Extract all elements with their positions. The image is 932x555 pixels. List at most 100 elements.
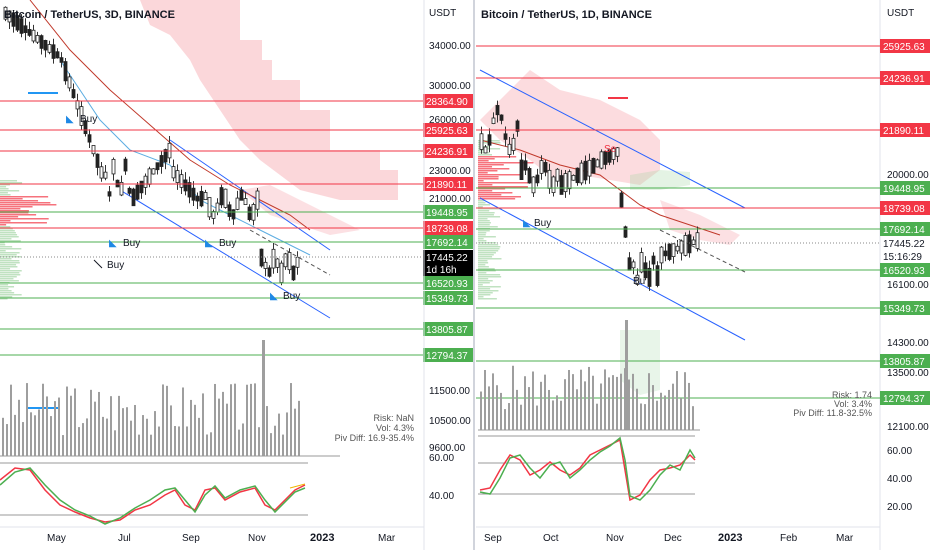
candle (7, 10, 12, 23)
volume-bar (480, 391, 482, 430)
volume-bar (286, 412, 288, 456)
candle (203, 192, 208, 201)
volume-profile-bar (0, 242, 5, 244)
price-badge (880, 39, 930, 53)
candle (515, 120, 520, 132)
candle (175, 170, 180, 183)
buy-label: Buy (107, 260, 124, 271)
candle (159, 155, 164, 167)
volume-profile-bar (478, 244, 499, 246)
volume-bar (58, 397, 60, 456)
candle (679, 240, 684, 254)
volume-profile-bar (478, 238, 484, 240)
volume-profile-bar (478, 234, 486, 236)
price-badge-label: 25925.63 (426, 126, 468, 137)
volume-bar (664, 395, 666, 430)
price-badge (423, 144, 473, 158)
volume-bar (138, 434, 140, 456)
price-badge (423, 276, 473, 290)
volume-profile-bar (0, 248, 22, 250)
candle (259, 248, 264, 267)
volume-profile-bar (478, 292, 493, 294)
volume-bar (668, 389, 670, 430)
volume-profile-bar (0, 274, 21, 276)
volume-profile-bar (0, 234, 18, 236)
y-tick: 11500.00 (429, 386, 470, 397)
volume-profile-bar (478, 296, 484, 298)
candle (687, 234, 692, 254)
volume-bar (548, 389, 550, 430)
candle (31, 29, 36, 42)
volume-bar (238, 429, 240, 456)
price-badge (880, 181, 930, 195)
volume-profile-bar (478, 298, 497, 300)
volume-bar (226, 403, 228, 456)
right-chart[interactable]: ◣ Buy Bu Se Bitcoin / TetherUS, 1D, BINA… (476, 8, 930, 544)
volume-bar (564, 379, 566, 430)
volume-profile-bar (0, 284, 9, 286)
candle (507, 143, 512, 155)
x-tick-year: 2023 (718, 532, 742, 544)
volume-profile-bar (0, 228, 13, 230)
candle (483, 146, 488, 154)
price-badge-label: 15349.73 (426, 294, 468, 305)
volume-bar (14, 414, 16, 456)
volume-profile-bar (0, 194, 11, 196)
candle (523, 160, 528, 171)
candle (151, 168, 156, 175)
volume-profile (0, 180, 57, 300)
buy-label: Buy (534, 218, 551, 229)
left-chart[interactable]: ◣ Buy ◣ Buy ◣ Buy Buy ◣ Buy Bitcoin / Te… (0, 0, 473, 544)
volume-profile-bar (478, 264, 486, 266)
candle (179, 174, 184, 188)
volume-bar (488, 386, 490, 430)
volume-profile-bar (478, 164, 504, 166)
y-tick: 9600.00 (429, 443, 466, 454)
volume-bar (584, 381, 586, 430)
volume-bar (42, 383, 44, 456)
volume-bar (102, 416, 104, 456)
volume-profile-bar (0, 192, 8, 194)
volume-profile-bar (478, 260, 488, 262)
candle (67, 76, 72, 89)
volume-profile-bar (478, 196, 521, 198)
price-badge-label: 24236.91 (883, 74, 925, 85)
volume-profile-bar (0, 214, 37, 216)
volume-profile-bar (478, 174, 522, 176)
y-tick: 26000.00 (429, 115, 471, 126)
volume-profile-bar (0, 288, 9, 290)
volume-profile-bar (478, 286, 501, 288)
volume-profile-bar (478, 256, 493, 258)
candle (23, 25, 28, 34)
volume-profile-bar (0, 198, 23, 200)
currency-label: USDT (429, 8, 456, 19)
price-badge (880, 301, 930, 315)
pivot-diff-stat: Piv Diff: 16.9-35.4% (335, 433, 414, 443)
volume-profile-bar (478, 222, 491, 224)
price-badge (423, 177, 473, 191)
volume-bar (258, 427, 260, 456)
volume-profile-bar (478, 200, 484, 202)
volume-profile-bar (0, 226, 11, 228)
candle (59, 57, 64, 63)
oscillator-green (479, 436, 696, 501)
candle (195, 195, 200, 202)
price-badge-label: 17692.14 (426, 238, 468, 249)
price-badge-label: 16520.93 (883, 266, 925, 277)
price-badge (423, 291, 473, 305)
x-tick: Jul (118, 533, 131, 544)
candle (635, 274, 640, 285)
volume-profile-bar (0, 260, 20, 262)
ichimoku-cloud-lower (660, 200, 740, 245)
candle (295, 256, 300, 268)
volume-bar (484, 369, 486, 430)
volume-bar (496, 385, 498, 430)
volume-bar (282, 434, 284, 456)
volume-profile-bar (0, 268, 11, 270)
volume-profile-bar (0, 210, 29, 212)
price-badge-label: 21890.11 (883, 126, 924, 137)
volume-bar (190, 399, 192, 456)
volume-profile-bar (0, 272, 20, 274)
buy-signal: ◣ Buy (109, 238, 140, 249)
